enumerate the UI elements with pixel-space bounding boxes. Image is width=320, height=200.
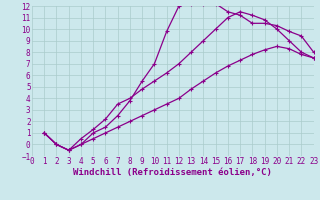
X-axis label: Windchill (Refroidissement éolien,°C): Windchill (Refroidissement éolien,°C) — [73, 168, 272, 177]
